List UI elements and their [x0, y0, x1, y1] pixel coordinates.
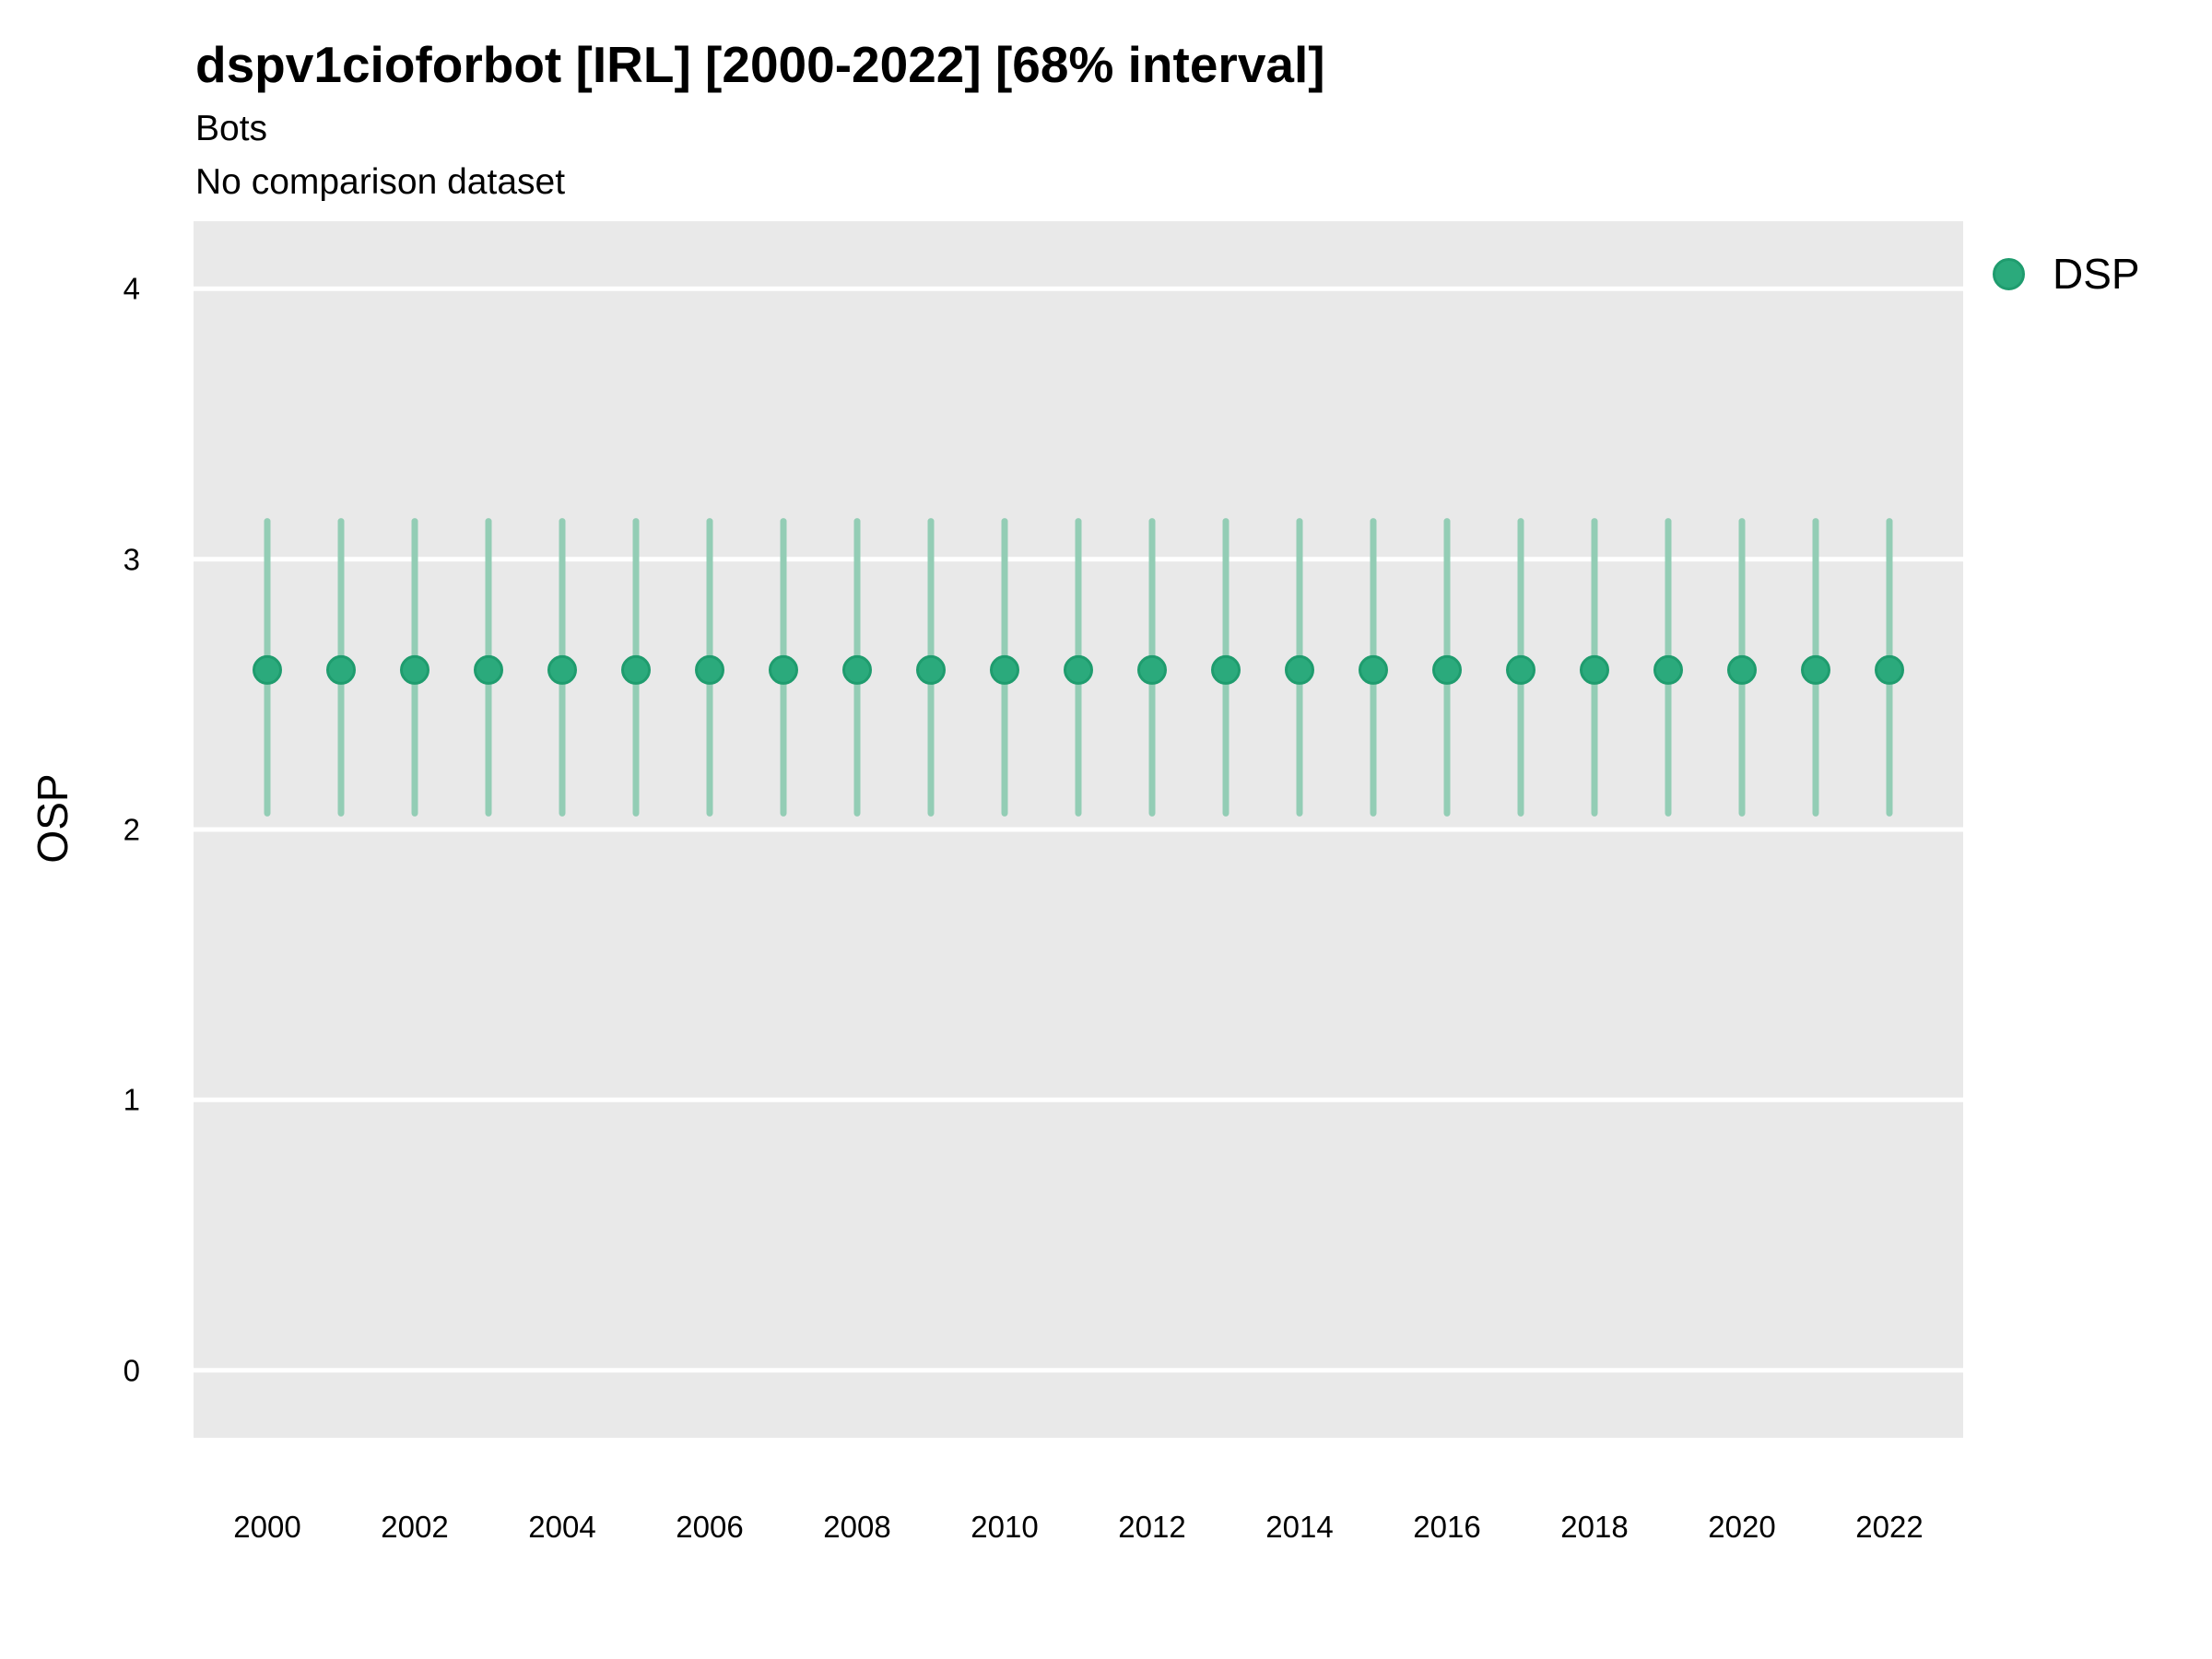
- data-point-2011: [1064, 654, 1093, 685]
- x-tick-label-2020: 2020: [1708, 1510, 1776, 1544]
- data-point-2008: [842, 654, 872, 685]
- legend-point-icon: [1993, 257, 2025, 290]
- y-tick-label-2: 2: [123, 812, 140, 847]
- data-point-2013: [1211, 654, 1241, 685]
- data-point-2012: [1137, 654, 1167, 685]
- data-point-2003: [474, 654, 503, 685]
- y-tick-label-0: 0: [123, 1353, 140, 1388]
- x-tick-label-2022: 2022: [1855, 1510, 1924, 1544]
- data-point-2000: [253, 654, 282, 685]
- x-tick-label-2006: 2006: [676, 1510, 744, 1544]
- x-tick-label-2010: 2010: [971, 1510, 1039, 1544]
- data-point-2015: [1359, 654, 1388, 685]
- data-point-2018: [1580, 654, 1609, 685]
- legend: DSP: [1993, 248, 2140, 300]
- legend-label: DSP: [2053, 250, 2140, 298]
- y-tick-label-1: 1: [123, 1082, 140, 1117]
- data-point-2016: [1432, 654, 1462, 685]
- data-point-2006: [695, 654, 724, 685]
- data-point-2019: [1653, 654, 1683, 685]
- data-point-2001: [326, 654, 356, 685]
- data-point-2004: [547, 654, 577, 685]
- data-point-2009: [916, 654, 946, 685]
- y-tick-label-3: 3: [123, 542, 140, 577]
- data-point-2017: [1506, 654, 1535, 685]
- x-tick-label-2016: 2016: [1413, 1510, 1481, 1544]
- data-point-2022: [1875, 654, 1904, 685]
- x-tick-label-2008: 2008: [823, 1510, 891, 1544]
- data-point-2007: [769, 654, 798, 685]
- comparison-dataset-note: No comparison dataset: [195, 162, 566, 202]
- plot-panel: [194, 221, 1963, 1438]
- x-tick-label-2000: 2000: [233, 1510, 301, 1544]
- x-tick-label-2014: 2014: [1265, 1510, 1334, 1544]
- plot-canvas: [194, 286, 1963, 1373]
- chart-subtitle: Bots: [195, 109, 268, 148]
- chart-title: dspv1cioforbot [IRL] [2000-2022] [68% in…: [195, 36, 1325, 93]
- data-point-2014: [1285, 654, 1314, 685]
- x-tick-label-2012: 2012: [1118, 1510, 1186, 1544]
- x-tick-label-2018: 2018: [1560, 1510, 1629, 1544]
- data-point-2020: [1727, 654, 1757, 685]
- data-point-2010: [990, 654, 1019, 685]
- y-tick-label-4: 4: [123, 271, 140, 306]
- x-tick-label-2002: 2002: [381, 1510, 449, 1544]
- data-point-2002: [400, 654, 429, 685]
- data-point-2021: [1801, 654, 1830, 685]
- data-point-2005: [621, 654, 651, 685]
- x-tick-label-2004: 2004: [528, 1510, 596, 1544]
